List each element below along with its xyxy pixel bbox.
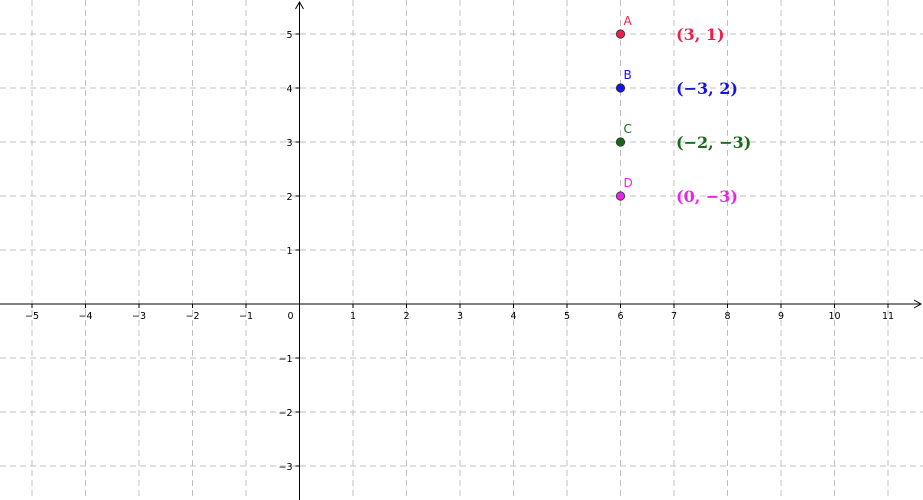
x-tick-label: −2 [185, 311, 199, 322]
x-tick-label: −4 [78, 311, 92, 322]
x-tick-label: 7 [671, 311, 677, 322]
x-tick-label: −1 [239, 311, 253, 322]
y-tick-label: −2 [278, 408, 292, 419]
x-tick-label: 2 [403, 311, 409, 322]
x-tick-label: 9 [778, 311, 784, 322]
x-tick-label: 6 [617, 311, 623, 322]
point-a[interactable] [615, 29, 626, 39]
point-b[interactable] [615, 83, 626, 93]
x-tick-label: 11 [882, 311, 894, 322]
y-tick-label: −1 [278, 354, 292, 365]
point-d[interactable] [615, 191, 626, 201]
points-layer: A (3, 1) B (−3, 2) C (−2, −3) D (0, −3) [615, 14, 751, 206]
coordinate-text-a: (3, 1) [676, 25, 725, 44]
coordinate-text-d: (0, −3) [676, 187, 738, 206]
x-tick-label: 1 [350, 311, 356, 322]
x-tick-label: 5 [564, 311, 570, 322]
point-c[interactable] [615, 137, 626, 147]
point-label-c: C [624, 122, 632, 136]
point-label-d: D [624, 176, 633, 190]
x-tick-label: −3 [132, 311, 146, 322]
x-tick-label: 4 [510, 311, 516, 322]
point-label-a: A [624, 14, 633, 28]
tick-labels: −5 −4 −3 −2 −1 0 1 2 3 4 5 6 7 8 9 10 11 −3 −2 −1 1 2 3 4 5 [25, 30, 894, 473]
point-label-b: B [624, 68, 632, 82]
y-axis-arrow [295, 0, 304, 10]
x-tick-label: 10 [828, 311, 840, 322]
x-axis-arrow [913, 299, 923, 309]
x-tick-label: 0 [287, 311, 293, 322]
x-tick-label: −5 [25, 311, 39, 322]
y-tick-label: 1 [286, 246, 292, 257]
y-tick-label: 2 [286, 192, 292, 203]
y-tick-label: 5 [286, 30, 292, 41]
y-tick-label: 4 [286, 84, 292, 95]
y-tick-label: −3 [278, 462, 292, 473]
coordinate-text-c: (−2, −3) [676, 133, 751, 152]
x-tick-label: 3 [457, 311, 463, 322]
y-tick-label: 3 [286, 138, 292, 149]
coordinate-text-b: (−3, 2) [676, 79, 738, 98]
x-tick-label: 8 [724, 311, 730, 322]
